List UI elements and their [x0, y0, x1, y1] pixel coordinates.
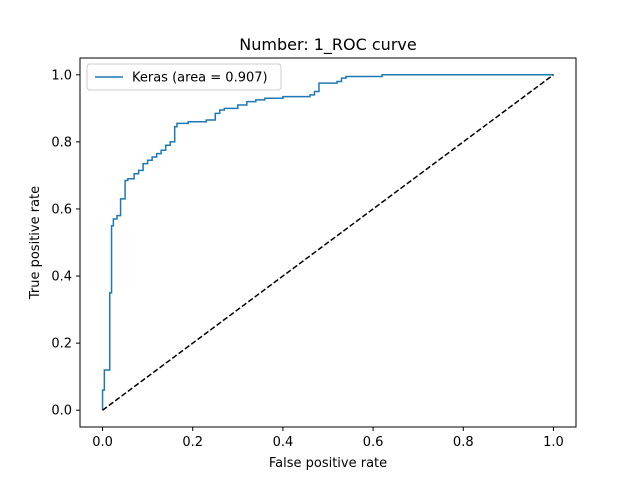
x-tick-label: 0.2: [182, 435, 203, 450]
y-axis: 0.0 0.2 0.4 0.6 0.8 1.0: [51, 68, 80, 419]
y-tick-label: 0.4: [51, 270, 72, 285]
legend: Keras (area = 0.907): [86, 63, 282, 91]
x-axis-label: False positive rate: [269, 456, 387, 471]
roc-curve-line: [101, 74, 554, 411]
y-tick-label: 0.2: [51, 337, 72, 352]
chart-title: Number: 1_ROC curve: [239, 35, 416, 55]
x-tick-label: 0.6: [363, 435, 384, 450]
y-tick-label: 0.0: [51, 404, 72, 419]
plot-frame: [79, 57, 577, 428]
x-tick-label: 0.0: [92, 435, 113, 450]
x-tick-label: 1.0: [543, 435, 564, 450]
x-axis: 0.0 0.2 0.4 0.6 0.8 1.0: [92, 427, 564, 450]
y-axis-label: True positive rate: [28, 186, 43, 300]
plot-area: [101, 74, 554, 411]
legend-box: [86, 63, 282, 91]
legend-label: Keras (area = 0.907): [132, 71, 268, 86]
y-tick-label: 0.6: [51, 202, 72, 217]
x-tick-label: 0.8: [453, 435, 474, 450]
y-tick-label: 1.0: [51, 68, 72, 83]
x-tick-label: 0.4: [273, 435, 294, 450]
y-tick-label: 0.8: [51, 135, 72, 150]
chance-diagonal-line: [102, 74, 554, 411]
